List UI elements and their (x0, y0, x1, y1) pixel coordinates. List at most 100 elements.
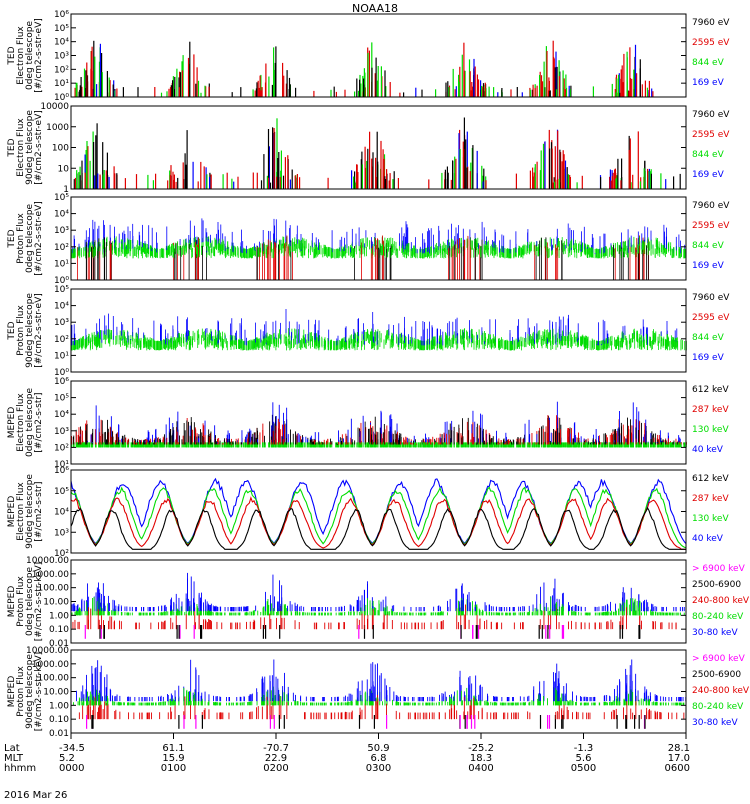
data-mark (305, 334, 306, 343)
data-mark (120, 331, 121, 340)
data-mark (441, 340, 442, 349)
data-mark (89, 245, 90, 254)
data-mark (168, 341, 169, 350)
data-mark (174, 175, 175, 190)
data-mark (188, 442, 189, 447)
data-mark (376, 58, 377, 97)
data-mark (547, 329, 548, 338)
data-mark (177, 178, 178, 189)
data-mark (467, 240, 468, 280)
data-mark (328, 247, 329, 256)
data-mark (318, 341, 319, 350)
data-mark (170, 165, 171, 189)
data-mark (541, 150, 542, 189)
data-mark (235, 441, 236, 444)
data-mark (371, 159, 372, 189)
data-mark (553, 239, 554, 248)
data-mark (375, 238, 376, 280)
y-axis-label: [#/cm2-s-str-eV] (34, 18, 44, 93)
data-mark (233, 441, 234, 444)
data-mark (260, 432, 261, 444)
data-mark (338, 249, 339, 258)
data-mark (230, 442, 231, 445)
data-mark (399, 233, 400, 246)
data-mark (408, 246, 409, 255)
data-mark (522, 442, 523, 447)
data-mark (566, 239, 567, 248)
data-mark (338, 341, 339, 350)
data-mark (151, 245, 152, 254)
data-mark (209, 333, 210, 342)
data-mark (250, 249, 251, 258)
data-mark (294, 338, 295, 347)
data-mark (638, 244, 639, 253)
data-mark (636, 238, 637, 280)
data-mark (509, 249, 510, 258)
data-mark (483, 182, 484, 190)
data-mark (256, 341, 257, 350)
data-mark (213, 247, 214, 256)
data-mark (447, 167, 448, 190)
data-mark (283, 237, 284, 246)
data-mark (194, 333, 195, 342)
y-tick-label: 10⁵ (54, 285, 69, 295)
data-mark (144, 244, 145, 253)
data-mark (535, 88, 536, 97)
data-mark (433, 337, 434, 346)
data-mark (211, 249, 212, 258)
data-mark (555, 67, 556, 97)
data-mark (536, 246, 537, 255)
data-mark (128, 332, 129, 343)
data-mark (104, 238, 105, 281)
data-mark (259, 339, 260, 348)
data-mark (437, 442, 438, 447)
data-mark (188, 422, 189, 445)
data-mark (460, 149, 461, 189)
data-mark (673, 176, 674, 189)
data-mark (602, 340, 603, 349)
data-mark (568, 174, 569, 189)
data-mark (302, 246, 303, 255)
data-mark (276, 341, 277, 350)
data-mark (336, 249, 337, 258)
data-mark (389, 442, 390, 447)
data-mark (541, 426, 542, 444)
data-mark (274, 423, 275, 444)
data-mark (617, 242, 618, 251)
data-mark (489, 335, 490, 344)
data-mark (244, 341, 245, 350)
data-mark (314, 339, 315, 348)
data-mark (144, 339, 145, 348)
data-mark (604, 234, 605, 254)
data-mark (205, 338, 206, 347)
data-mark (553, 329, 554, 338)
data-mark (640, 181, 641, 189)
data-mark (363, 85, 364, 97)
y-tick-label: 10⁴ (54, 38, 69, 48)
data-mark (322, 442, 323, 444)
data-mark (289, 335, 290, 344)
data-mark (328, 341, 329, 350)
data-mark (381, 333, 382, 342)
data-mark (593, 340, 594, 349)
data-mark (387, 442, 388, 447)
data-mark (242, 430, 243, 442)
data-mark (666, 228, 667, 249)
data-mark (152, 435, 153, 443)
legend-entry: 844 eV (692, 150, 725, 160)
data-mark (612, 247, 613, 256)
data-mark (643, 241, 644, 250)
panel-data (75, 41, 654, 97)
data-mark (355, 333, 356, 342)
data-mark (525, 245, 526, 254)
data-mark (584, 337, 585, 346)
data-mark (304, 246, 305, 255)
data-mark (641, 329, 642, 335)
data-mark (186, 243, 187, 252)
data-mark (528, 442, 529, 447)
data-mark (115, 336, 116, 345)
data-mark (652, 91, 653, 97)
data-mark (566, 93, 567, 97)
data-mark (637, 245, 638, 254)
data-mark (264, 336, 265, 345)
